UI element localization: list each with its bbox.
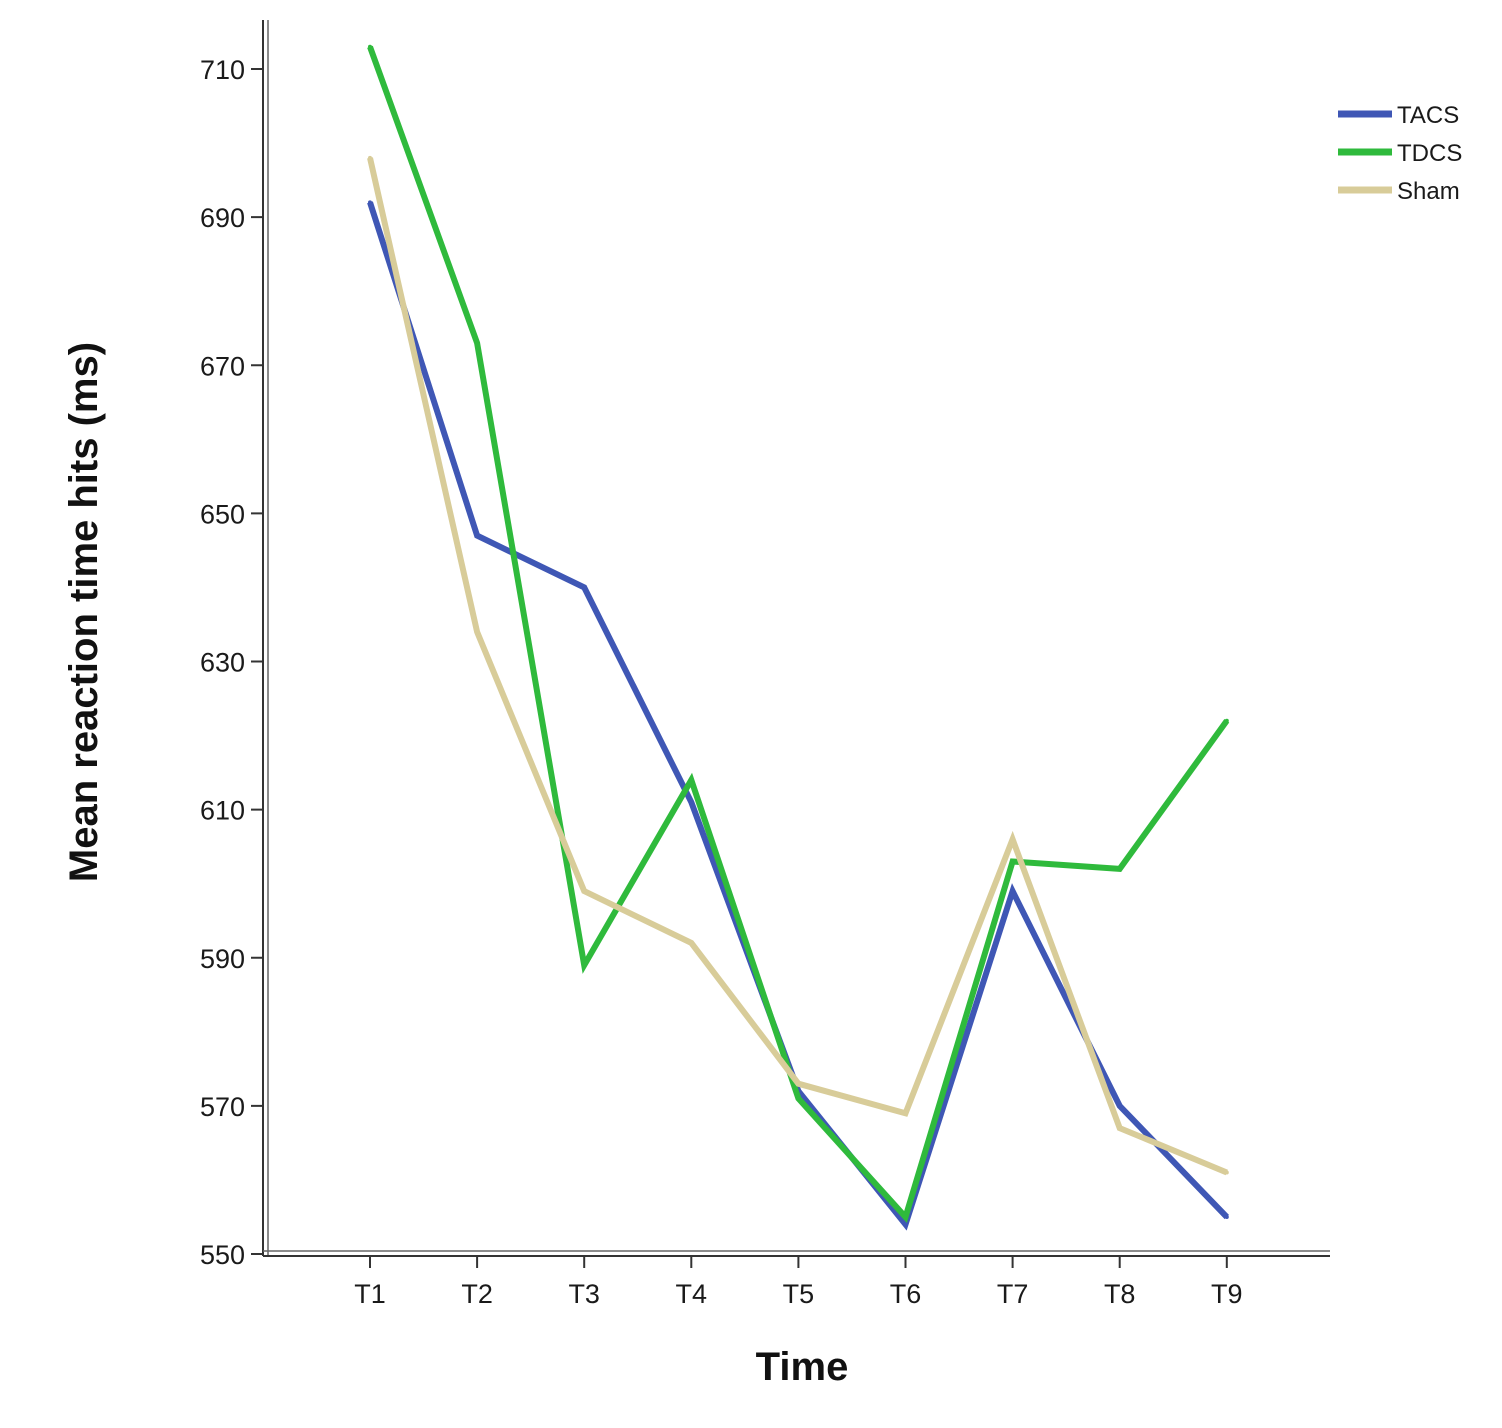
data-point-tdcs-t3 (582, 963, 587, 968)
y-tick-label-570: 570 (200, 1092, 245, 1122)
data-point-sham-t9 (1224, 1170, 1229, 1175)
y-tick-label-590: 590 (200, 944, 245, 974)
data-point-sham-t8 (1117, 1126, 1122, 1131)
x-tick-label-t7: T7 (997, 1279, 1029, 1309)
data-point-tdcs-t2 (475, 341, 480, 346)
legend: TACS TDCS Sham (1338, 102, 1462, 205)
x-tick-label-t1: T1 (354, 1279, 386, 1309)
legend-label-sham: Sham (1397, 178, 1460, 205)
data-point-sham-t7 (1010, 837, 1015, 842)
legend-label-tdcs: TDCS (1397, 140, 1462, 167)
data-point-tdcs-t9 (1224, 718, 1229, 723)
series-line-sham (367, 157, 1228, 1176)
data-point-tdcs-t7 (1010, 859, 1015, 864)
series-lines (367, 44, 1230, 1231)
data-point-tacs-t7 (1010, 889, 1015, 894)
y-ticks: 550 570 590 610 630 650 670 690 710 (200, 55, 263, 1270)
axes (262, 20, 1330, 1257)
x-tick-label-t2: T2 (461, 1279, 493, 1309)
data-point-tdcs-t6 (903, 1214, 908, 1219)
y-tick-label-670: 670 (200, 351, 245, 381)
data-point-sham-t1 (368, 155, 372, 160)
data-point-tacs-t6 (903, 1222, 908, 1227)
series-line-tdcs (367, 45, 1230, 1223)
y-tick-label-610: 610 (200, 796, 245, 826)
y-tick-label-650: 650 (200, 499, 245, 529)
data-point-tacs-t8 (1117, 1103, 1122, 1108)
x-ticks: T1 T2 T3 T4 T5 T6 T7 T8 T9 (354, 1256, 1243, 1309)
data-point-tdcs-t4 (689, 778, 694, 782)
x-tick-label-t9: T9 (1211, 1279, 1243, 1309)
data-point-sham-t6 (903, 1111, 908, 1116)
y-tick-label-550: 550 (200, 1240, 245, 1270)
legend-label-tacs: TACS (1397, 102, 1459, 129)
data-point-sham-t5 (796, 1081, 801, 1086)
data-point-tacs-t4 (689, 800, 694, 805)
data-point-tacs-t9 (1224, 1214, 1229, 1219)
y-axis-title: Mean reaction time hits (ms) (62, 342, 106, 882)
x-tick-label-t8: T8 (1104, 1279, 1136, 1309)
data-point-tacs-t2 (475, 533, 480, 538)
x-tick-label-t4: T4 (676, 1279, 708, 1309)
data-point-tacs-t1 (368, 200, 372, 205)
x-tick-label-t3: T3 (568, 1279, 600, 1309)
data-point-tdcs-t8 (1117, 866, 1122, 871)
data-point-tacs-t3 (582, 585, 587, 590)
y-tick-label-690: 690 (200, 203, 245, 233)
series-sham (367, 155, 1229, 1176)
data-point-tdcs-t1 (368, 44, 372, 49)
y-tick-label-710: 710 (200, 55, 245, 85)
y-tick-label-630: 630 (200, 648, 245, 678)
data-point-tdcs-t5 (796, 1096, 801, 1101)
x-tick-label-t6: T6 (890, 1279, 922, 1309)
data-point-sham-t4 (689, 940, 694, 945)
data-point-sham-t3 (582, 889, 587, 894)
x-axis-title: Time (756, 1345, 849, 1389)
data-point-sham-t2 (475, 629, 480, 634)
x-tick-label-t5: T5 (783, 1279, 815, 1309)
series-tdcs (367, 44, 1230, 1223)
